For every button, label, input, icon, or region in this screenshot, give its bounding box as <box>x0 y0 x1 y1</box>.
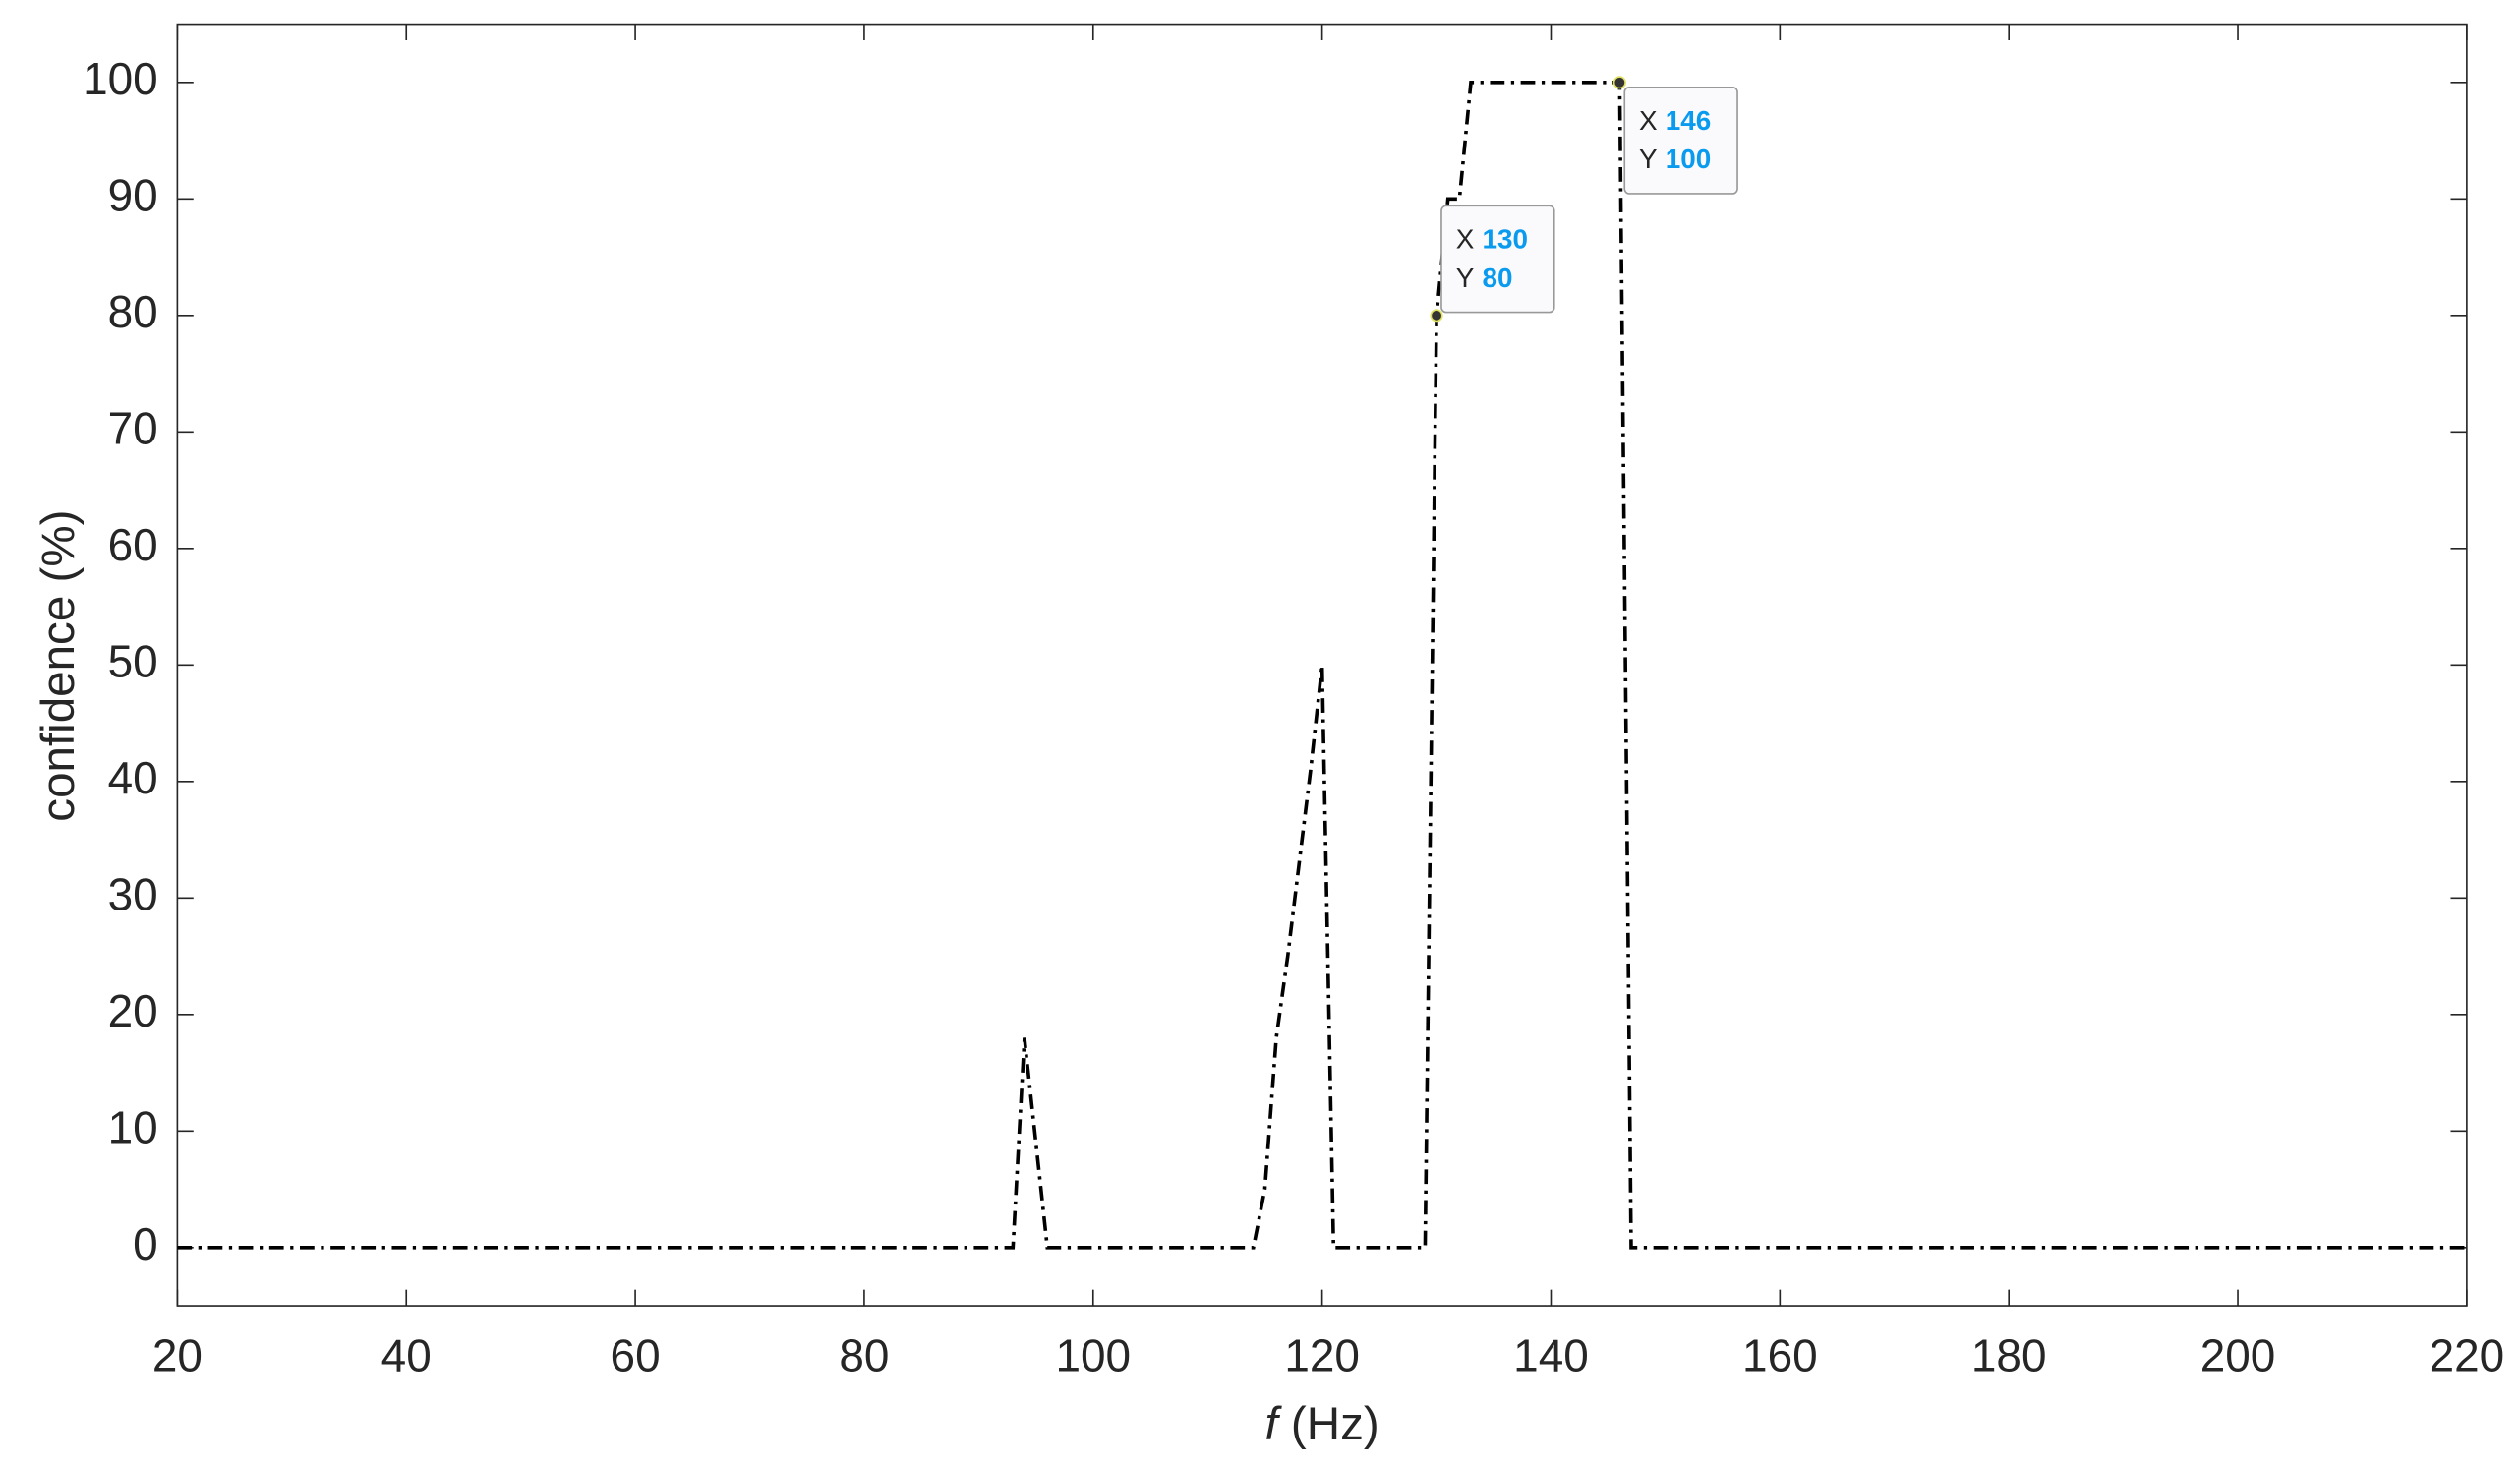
data-tip-box <box>1440 205 1555 314</box>
data-tip-line: Y 80 <box>1456 263 1513 293</box>
y-tick-label: 0 <box>133 1218 158 1269</box>
data-line <box>177 81 2467 1250</box>
x-tick-label: 100 <box>1055 1329 1131 1380</box>
y-tick-label: 30 <box>108 868 158 919</box>
x-tick-label: 220 <box>2430 1329 2505 1380</box>
data-tip-value: 80 <box>1483 263 1513 293</box>
data-tip: X 130 Y 80 <box>1430 205 1555 323</box>
data-tip-marker <box>1612 76 1626 89</box>
x-tick-label: 120 <box>1284 1329 1360 1380</box>
x-axis-label: f (Hz) <box>1265 1398 1379 1450</box>
data-tip-value: 130 <box>1483 224 1528 255</box>
data-tip-line: Y 100 <box>1639 145 1711 175</box>
data-tip-marker <box>1430 309 1443 323</box>
x-tick-label: 80 <box>839 1329 889 1380</box>
y-tick-label: 70 <box>108 402 158 453</box>
y-tick-label: 60 <box>108 519 158 570</box>
x-tick-label: 40 <box>381 1329 432 1380</box>
x-tick-label: 160 <box>1742 1329 1818 1380</box>
x-tick-label: 60 <box>611 1329 661 1380</box>
x-tick-label: 200 <box>2200 1329 2276 1380</box>
y-tick-label: 10 <box>108 1101 158 1152</box>
y-tick-label: 100 <box>83 53 158 104</box>
y-tick-label: 40 <box>108 752 158 803</box>
x-tick-label: 180 <box>1971 1329 2047 1380</box>
data-tip-label: X <box>1456 224 1475 255</box>
data-tip-box <box>1623 86 1738 195</box>
data-tip-value: 100 <box>1666 145 1711 175</box>
data-tip: X 146 Y 100 <box>1612 76 1738 195</box>
data-tip-line: X 146 <box>1639 105 1711 136</box>
y-tick-label: 80 <box>108 286 158 337</box>
plot-area <box>176 23 2468 1307</box>
x-label-unit: (Hz) <box>1291 1398 1379 1450</box>
data-tip-label: Y <box>1639 145 1658 175</box>
y-tick-label: 20 <box>108 985 158 1036</box>
x-tick-label: 140 <box>1513 1329 1589 1380</box>
y-axis-label: confidence (%) <box>32 510 85 822</box>
data-tip-value: 146 <box>1666 105 1711 136</box>
y-tick-label: 50 <box>108 635 158 686</box>
data-tip-line: X 130 <box>1456 224 1528 255</box>
x-tick-label: 20 <box>152 1329 203 1380</box>
x-label-symbol: f <box>1265 1398 1283 1450</box>
data-tip-label: Y <box>1456 263 1475 293</box>
y-tick-label: 90 <box>108 169 158 220</box>
data-tip-label: X <box>1639 105 1658 136</box>
